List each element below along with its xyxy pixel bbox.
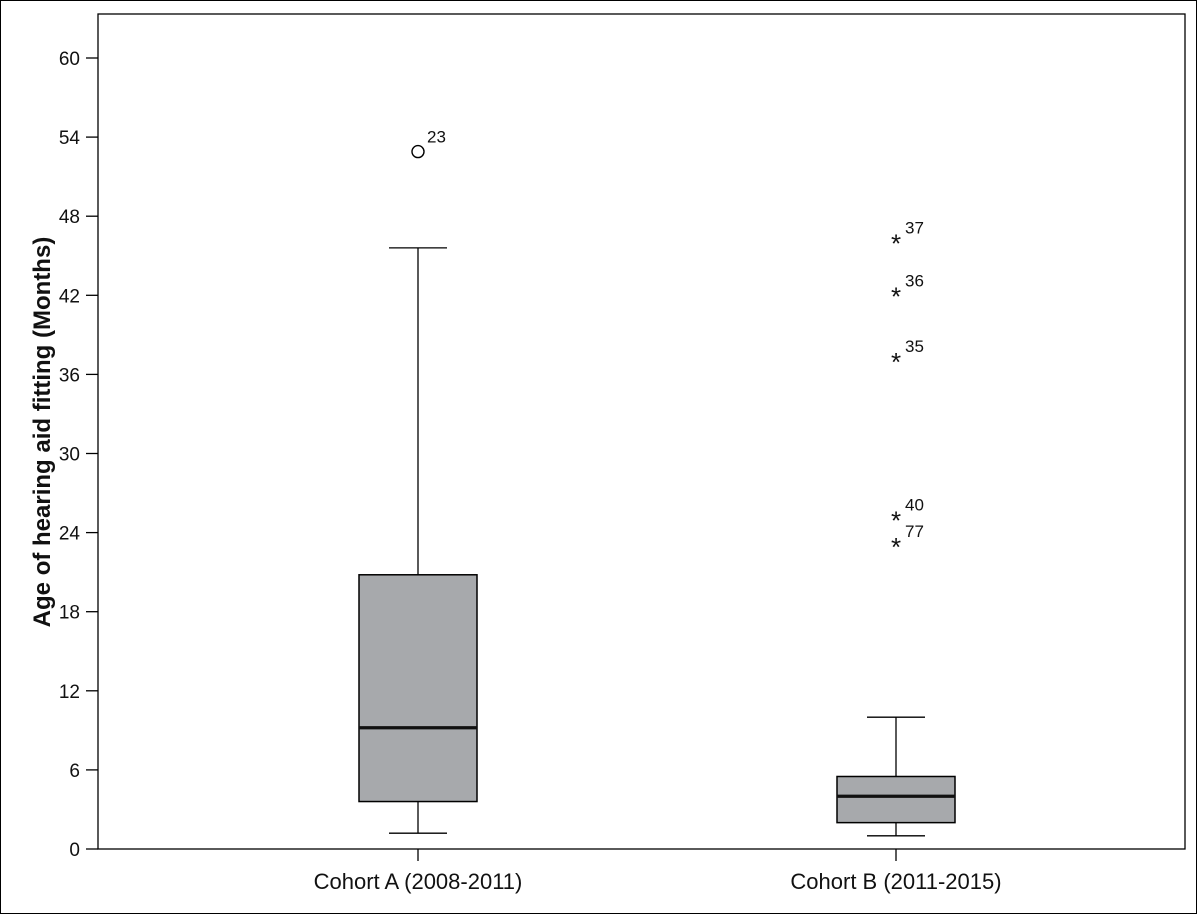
y-axis: 0 6 12 18 24 30 36 42 48 54 60 bbox=[59, 49, 98, 861]
y-axis-label: Age of hearing aid fitting (Months) bbox=[29, 237, 56, 628]
outlier-label-23: 23 bbox=[427, 128, 446, 147]
outlier-label-36: 36 bbox=[905, 271, 924, 290]
y-tick-label-6: 6 bbox=[69, 761, 80, 782]
outlier-star-77: * bbox=[891, 532, 901, 562]
box-group-1: *37*36*35*40*77 bbox=[836, 219, 956, 837]
y-tick-label-42: 42 bbox=[59, 286, 80, 307]
box-group-0: 23 bbox=[358, 128, 478, 834]
y-tick-label-48: 48 bbox=[59, 207, 80, 228]
outlier-star-37: * bbox=[891, 229, 901, 259]
outlier-circle-23 bbox=[411, 144, 425, 159]
x-tick-label-0: Cohort A (2008-2011) bbox=[314, 869, 523, 894]
y-tick-label-18: 18 bbox=[59, 603, 80, 624]
outlier-star-36: * bbox=[891, 281, 901, 311]
iqr-box bbox=[358, 574, 478, 803]
y-tick-label-12: 12 bbox=[59, 682, 80, 703]
y-tick-label-0: 0 bbox=[69, 840, 80, 861]
outlier-star-35: * bbox=[891, 347, 901, 377]
plot-area bbox=[97, 13, 1186, 850]
y-tick-label-30: 30 bbox=[59, 445, 80, 466]
boxes: 23*37*36*35*40*77 bbox=[358, 128, 956, 837]
x-tick-label-1: Cohort B (2011-2015) bbox=[790, 869, 1001, 894]
y-tick-label-54: 54 bbox=[59, 128, 81, 149]
y-tick-label-36: 36 bbox=[59, 365, 80, 386]
outlier-label-77: 77 bbox=[905, 522, 924, 541]
outlier-star-40: * bbox=[891, 505, 901, 535]
outlier-label-35: 35 bbox=[905, 337, 924, 356]
iqr-box bbox=[836, 775, 956, 824]
outlier-label-37: 37 bbox=[905, 219, 924, 238]
y-tick-label-24: 24 bbox=[59, 524, 81, 545]
outlier-label-40: 40 bbox=[905, 495, 924, 514]
y-tick-label-60: 60 bbox=[59, 49, 80, 70]
x-axis: Cohort A (2008-2011) Cohort B (2011-2015) bbox=[314, 849, 1002, 894]
